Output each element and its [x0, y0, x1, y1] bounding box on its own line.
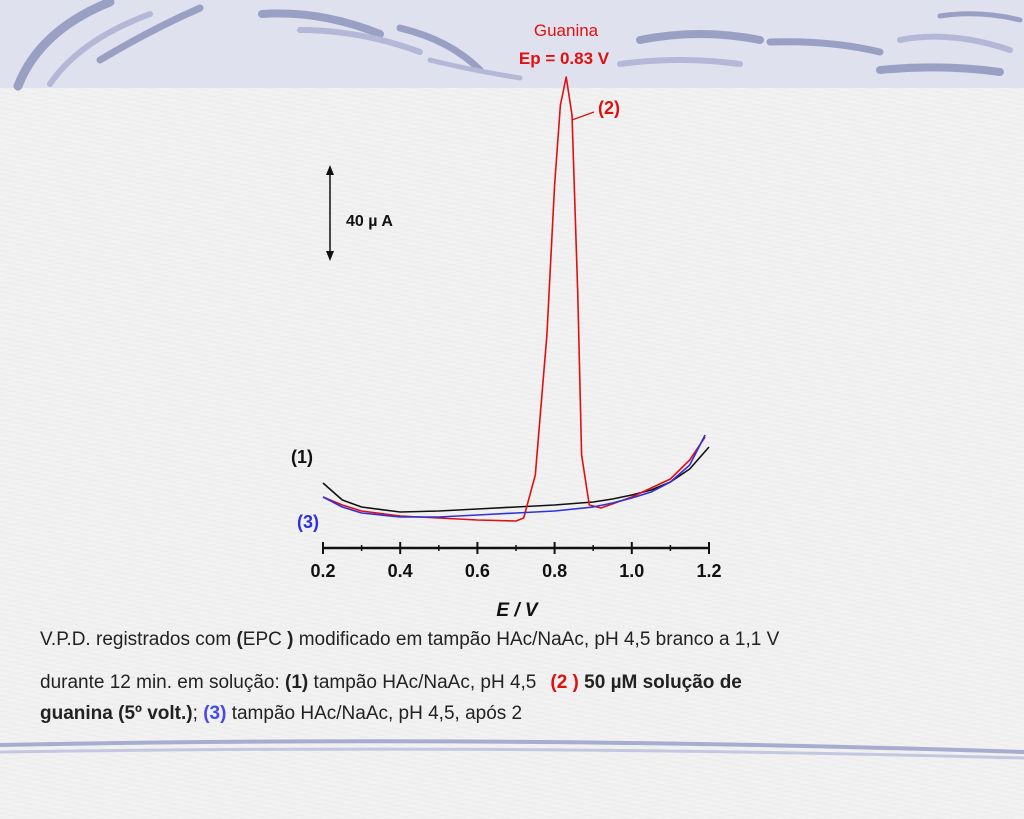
x-tick-label: 0.6	[465, 561, 490, 581]
x-tick-label: 1.0	[619, 561, 644, 581]
series-group	[322, 76, 710, 522]
caption-line-1: V.P.D. registrados com (EPC ) modificado…	[40, 629, 780, 650]
x-tick-label: 1.2	[696, 561, 721, 581]
x-tick-label: 0.2	[310, 561, 335, 581]
peak-annotation: Ep = 0.83 V	[519, 49, 610, 68]
x-axis: 0.2 0.4 0.6 0.8 1.0 1.2	[310, 542, 722, 581]
caption-line-2: durante 12 min. em solução: (1) tampão H…	[40, 672, 742, 693]
series-label-1: (1)	[291, 447, 313, 467]
caption-line-3: guanina (5º volt.); (3) tampão HAc/NaAc,…	[40, 703, 523, 724]
scale-bar-label: 40 µ A	[346, 213, 393, 230]
series-line-2	[322, 76, 706, 522]
x-tick-label: 0.8	[542, 561, 567, 581]
series-line-1	[322, 446, 710, 513]
series-line-3	[322, 434, 706, 518]
series-2-pointer	[571, 111, 595, 121]
figure-caption: V.P.D. registrados com (EPC ) modificado…	[40, 624, 1000, 729]
series-label-2: (2)	[598, 98, 620, 118]
series-label-3: (3)	[297, 512, 319, 532]
x-axis-label: E / V	[496, 600, 539, 621]
scale-bar: 40 µ A	[326, 165, 393, 261]
x-tick-label: 0.4	[388, 561, 413, 581]
chart-title: Guanina	[534, 21, 599, 40]
